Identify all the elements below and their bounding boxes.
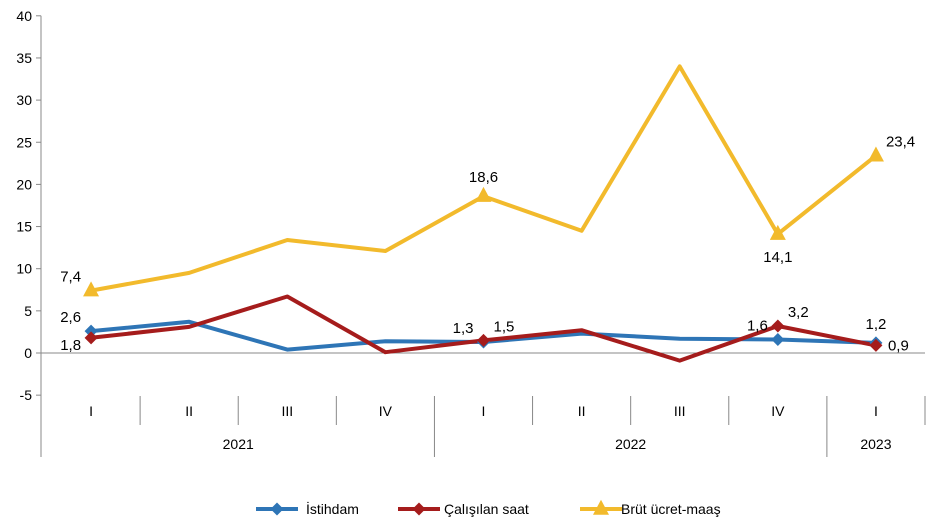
data-point-marker [84, 331, 98, 345]
legend-item: Çalışılan saat [398, 501, 529, 517]
legend: İstihdam Çalışılan saat Brüt ücret-maaş [256, 499, 721, 517]
data-point-marker [769, 224, 786, 240]
data-label: 1,3 [453, 320, 474, 337]
data-label: 23,4 [886, 134, 915, 151]
y-tick-label: 35 [16, 50, 32, 66]
y-tick-label: 15 [16, 219, 32, 235]
data-label: 14,1 [763, 249, 792, 266]
data-point-marker [869, 338, 883, 352]
y-tick-label: 25 [16, 134, 32, 150]
y-axis: -5 0 5 10 15 20 25 30 35 40 [16, 8, 42, 457]
x-tick-label: IV [379, 403, 393, 419]
series-markers [83, 146, 884, 352]
data-label: 1,5 [494, 318, 515, 335]
x-year-label: 2022 [615, 436, 646, 452]
y-tick-label: 20 [16, 176, 32, 192]
legend-swatch-marker [270, 502, 284, 516]
data-point-marker [475, 186, 492, 202]
y-tick-label: 10 [16, 261, 32, 277]
legend-item: İstihdam [256, 500, 359, 517]
data-label: 1,6 [747, 318, 768, 335]
legend-label: İstihdam [306, 500, 359, 517]
x-tick-label: III [281, 403, 293, 419]
x-tick-label: II [578, 403, 586, 419]
x-tick-label: IV [771, 403, 785, 419]
x-tick-label: III [674, 403, 686, 419]
x-tick-label: I [874, 403, 878, 419]
data-label: 2,6 [60, 309, 81, 326]
data-point-marker [867, 146, 884, 162]
data-label: 7,4 [60, 269, 81, 286]
y-tick-label: 0 [24, 345, 32, 361]
data-label: 0,9 [888, 337, 909, 354]
x-year-label: 2023 [860, 436, 891, 452]
x-tick-label: I [89, 403, 93, 419]
data-point-marker [771, 319, 785, 333]
x-tick-label: II [185, 403, 193, 419]
data-point-marker [83, 281, 100, 297]
data-labels: 2,6 1,8 7,4 1,3 1,5 18,6 1,6 3,2 14,1 1,20,9 23,4 [60, 134, 915, 355]
legend-label: Brüt ücret-maaş [621, 501, 721, 517]
data-point-marker [771, 333, 785, 347]
x-year-label: 2021 [223, 436, 254, 452]
data-point-marker [477, 333, 490, 347]
legend-label: Çalışılan saat [444, 501, 529, 517]
y-tick-label: 30 [16, 92, 32, 108]
x-tick-label: I [482, 403, 486, 419]
data-label: 1,8 [60, 337, 81, 354]
series-lines [89, 64, 878, 363]
legend-swatch-marker [412, 502, 426, 516]
data-label: 18,6 [469, 169, 498, 186]
data-label: 3,2 [788, 304, 809, 321]
y-tick-label: 40 [16, 8, 32, 24]
y-tick-label: -5 [20, 387, 33, 403]
data-point-marker [84, 324, 98, 338]
legend-swatch-marker [593, 499, 609, 515]
y-tick-label: 5 [24, 303, 32, 319]
data-label: 1,2 [866, 316, 887, 333]
legend-item: Brüt ücret-maaş [580, 499, 721, 517]
